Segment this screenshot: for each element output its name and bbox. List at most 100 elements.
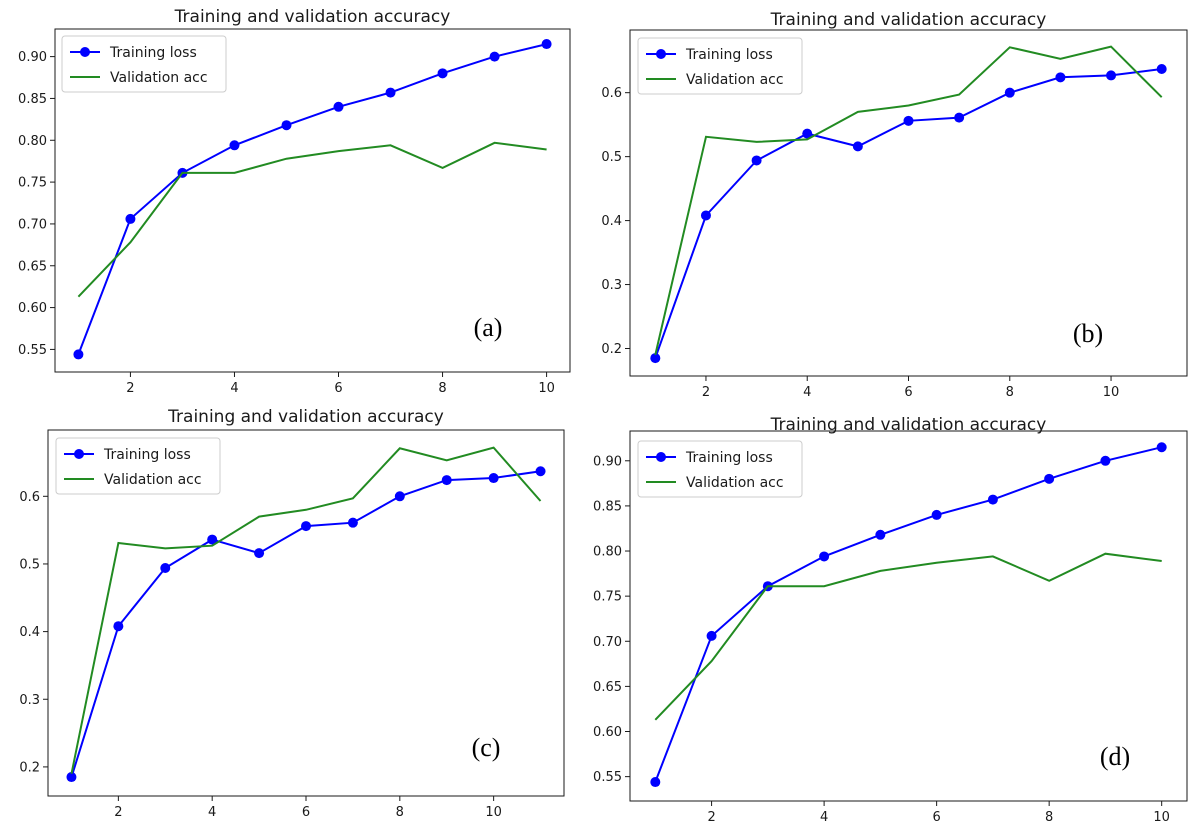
training-loss-point [1156, 64, 1167, 75]
y-tick-label: 0.6 [19, 490, 40, 505]
y-tick-label: 0.2 [601, 342, 622, 357]
y-tick-label: 0.85 [18, 92, 47, 107]
y-tick-label: 0.55 [18, 343, 47, 358]
chart-c: Training and validation accuracy 2 4 6 8 10 0.… [19, 407, 565, 820]
training-loss-point [394, 491, 405, 502]
training-loss-point [301, 521, 311, 532]
training-loss-point [1156, 442, 1167, 453]
legend-box [637, 37, 803, 95]
training-loss-point [987, 494, 998, 505]
y-tick-label: 0.90 [593, 454, 622, 469]
training-loss-point [1004, 87, 1015, 98]
x-tick-label: 10 [485, 805, 502, 820]
training-loss-point [73, 349, 84, 360]
y-tick-label: 0.60 [18, 301, 47, 316]
panel-label: (c) [472, 733, 501, 762]
chart-a: Training and validation accuracy 2 4 6 8 10 0.… [18, 7, 571, 396]
y-tick-label: 0.4 [19, 625, 40, 640]
training-loss-point [535, 466, 546, 477]
chart-title: Training and validation accuracy [770, 10, 1047, 30]
y-tick-label: 0.6 [601, 86, 622, 101]
chart-title: Training and validation accuracy [167, 407, 444, 427]
legend-training-label: Training loss [685, 47, 773, 63]
y-tick-label: 0.80 [18, 134, 47, 149]
training-loss-point [254, 548, 265, 559]
x-tick-label: 8 [1006, 385, 1014, 400]
x-tick-label: 4 [803, 385, 811, 400]
plot-frame [54, 28, 571, 373]
x-tick-label: 8 [1045, 810, 1053, 825]
plot-frame [629, 430, 1188, 802]
training-loss-point [751, 155, 762, 166]
chart-title: Training and validation accuracy [770, 415, 1047, 435]
chart-b: Training and validation accuracy 2 4 6 8 10 0.… [601, 10, 1188, 400]
y-tick-label: 0.70 [18, 217, 47, 232]
y-tick-label: 0.5 [19, 557, 40, 572]
y-tick-label: 0.65 [18, 259, 47, 274]
y-tick-label: 0.3 [601, 278, 622, 293]
x-tick-label: 10 [1103, 385, 1120, 400]
legend-box [61, 35, 227, 93]
x-tick-label: 4 [208, 805, 216, 820]
y-tick-label: 0.2 [19, 760, 40, 775]
legend-validation-label: Validation acc [104, 472, 202, 488]
x-tick-label: 8 [396, 805, 404, 820]
panel-label: (a) [474, 313, 503, 342]
x-tick-label: 8 [438, 381, 446, 396]
training-loss-point [1106, 70, 1117, 81]
training-loss-point [1044, 473, 1055, 484]
training-loss-point [160, 563, 171, 574]
training-loss-line [654, 446, 1162, 783]
x-tick-label: 10 [1153, 810, 1170, 825]
y-tick-label: 0.65 [593, 680, 622, 695]
y-tick-label: 0.60 [593, 725, 622, 740]
y-tick-label: 0.85 [593, 499, 622, 514]
legend-box [637, 440, 803, 498]
training-loss-point [954, 112, 965, 123]
legend-box [55, 437, 221, 495]
chart-panel-d: Training and validation accuracy 2 4 6 8 10 0.… [590, 405, 1194, 831]
legend-validation-label: Validation acc [686, 72, 784, 88]
chart-title: Training and validation accuracy [174, 7, 451, 27]
training-loss-point [650, 353, 661, 364]
training-loss-point [125, 213, 136, 224]
chart-panel-a: Training and validation accuracy 2 4 6 8 10 0.… [0, 0, 590, 400]
y-tick-label: 0.75 [593, 590, 622, 605]
x-tick-label: 2 [114, 805, 122, 820]
chart-panel-c: Training and validation accuracy 2 4 6 8 10 0.… [0, 400, 590, 831]
legend-training-label: Training loss [685, 450, 773, 466]
legend-validation-label: Validation acc [686, 475, 784, 491]
panel-label: (b) [1073, 319, 1103, 348]
training-loss-point [819, 551, 830, 562]
training-loss-point [437, 68, 448, 79]
training-loss-point [700, 210, 711, 221]
training-loss-point [802, 128, 813, 139]
x-tick-label: 2 [126, 381, 134, 396]
y-tick-label: 0.70 [593, 635, 622, 650]
training-loss-point [875, 529, 886, 540]
legend-training-label: Training loss [109, 45, 197, 61]
y-tick-label: 0.55 [593, 770, 622, 785]
training-loss-point [207, 534, 218, 545]
training-loss-line [70, 470, 541, 778]
y-tick-label: 0.80 [593, 545, 622, 560]
legend-training-marker [80, 47, 90, 57]
training-loss-point [903, 115, 914, 126]
training-loss-line [77, 43, 547, 355]
training-loss-point [385, 87, 396, 98]
x-tick-label: 2 [702, 385, 710, 400]
x-tick-label: 6 [334, 381, 342, 396]
x-tick-label: 6 [904, 385, 912, 400]
y-tick-label: 0.5 [601, 150, 622, 165]
y-tick-label: 0.3 [19, 693, 40, 708]
training-loss-point [931, 509, 942, 520]
y-tick-label: 0.90 [18, 50, 47, 65]
training-loss-point [706, 630, 717, 641]
training-loss-point [852, 141, 863, 152]
x-tick-label: 10 [538, 381, 555, 396]
training-loss-point [488, 473, 499, 484]
legend-training-marker [74, 449, 84, 459]
x-tick-label: 6 [932, 810, 940, 825]
training-loss-point [541, 39, 552, 50]
training-loss-point [229, 140, 240, 151]
